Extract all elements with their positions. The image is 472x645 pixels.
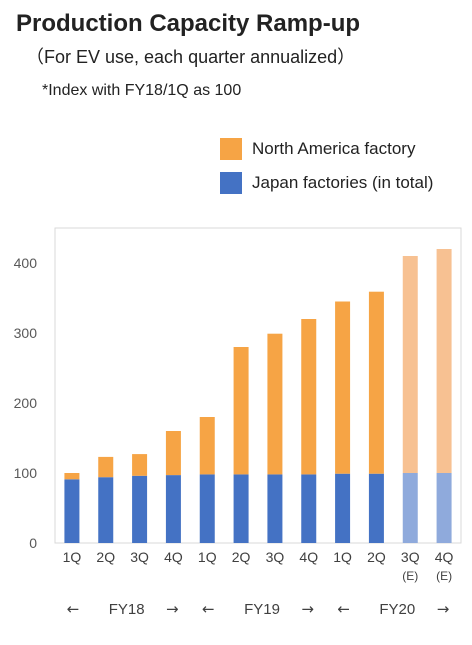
x-tick-label: 4Q: [164, 549, 183, 565]
fiscal-year-arrow-left: ←: [202, 600, 215, 618]
fiscal-year-label: FY18: [109, 601, 145, 618]
bar-north-america: [199, 417, 215, 475]
bar-japan: [368, 473, 384, 543]
chart-title: Production Capacity Ramp-up: [16, 10, 361, 37]
fiscal-year-arrow-left: ←: [67, 600, 80, 618]
chart-subtitle: （For EV use, each quarter annualized）: [26, 47, 356, 67]
x-tick-label: 1Q: [63, 549, 82, 565]
plot-area-frame: [54, 227, 462, 544]
bar-japan: [132, 475, 148, 543]
x-tick-label: 1Q: [198, 549, 217, 565]
bar-north-america: [301, 319, 317, 475]
fiscal-year-arrow-right: →: [166, 600, 179, 618]
bar-japan: [267, 474, 283, 543]
bar-north-america: [402, 256, 418, 473]
bar-japan: [64, 479, 80, 543]
legend-label-north-america: North America factory: [252, 139, 416, 158]
index-note: *Index with FY18/1Q as 100: [42, 82, 242, 99]
y-tick-label: 400: [14, 255, 38, 271]
bar-north-america: [132, 454, 148, 476]
y-tick-label: 0: [29, 535, 37, 551]
bar-japan: [165, 475, 181, 543]
x-tick-label: 2Q: [367, 549, 386, 565]
y-tick-label: 100: [14, 465, 38, 481]
y-tick-label: 200: [14, 395, 38, 411]
legend-label-japan: Japan factories (in total): [252, 173, 434, 192]
bar-japan: [436, 473, 452, 543]
x-tick-label: 3Q: [401, 549, 420, 565]
bar-north-america: [98, 456, 114, 478]
bar-north-america: [165, 431, 181, 476]
fiscal-year-label: FY20: [379, 601, 415, 618]
x-tick-label: 3Q: [266, 549, 285, 565]
x-tick-label: 2Q: [96, 549, 115, 565]
bar-north-america: [64, 473, 80, 480]
fiscal-year-arrow-right: →: [437, 600, 450, 618]
legend-swatch-north-america: [220, 138, 242, 160]
fiscal-year-arrow-right: →: [301, 600, 314, 618]
legend-item-north-america: North America factory: [220, 138, 415, 160]
bar-japan: [199, 474, 215, 543]
bar-north-america: [233, 347, 249, 475]
legend-item-japan: Japan factories (in total): [220, 172, 433, 194]
bar-north-america: [335, 301, 351, 474]
bar-japan: [402, 473, 418, 543]
bar-japan: [98, 477, 114, 543]
x-tick-label: 3Q: [130, 549, 149, 565]
x-tick-label: 1Q: [333, 549, 352, 565]
x-tick-sublabel: (E): [402, 569, 418, 583]
bar-north-america: [436, 249, 452, 473]
bar-japan: [335, 473, 351, 543]
bar-north-america: [267, 333, 283, 475]
x-tick-label: 4Q: [435, 549, 454, 565]
bar-north-america: [368, 291, 384, 474]
bar-japan: [301, 474, 317, 543]
fiscal-year-arrow-left: ←: [337, 600, 350, 618]
legend-swatch-japan: [220, 172, 242, 194]
y-tick-label: 300: [14, 325, 38, 341]
x-tick-label: 2Q: [232, 549, 251, 565]
x-tick-sublabel: (E): [436, 569, 452, 583]
fiscal-year-label: FY19: [244, 601, 280, 618]
x-tick-label: 4Q: [299, 549, 318, 565]
bar-japan: [233, 474, 249, 543]
